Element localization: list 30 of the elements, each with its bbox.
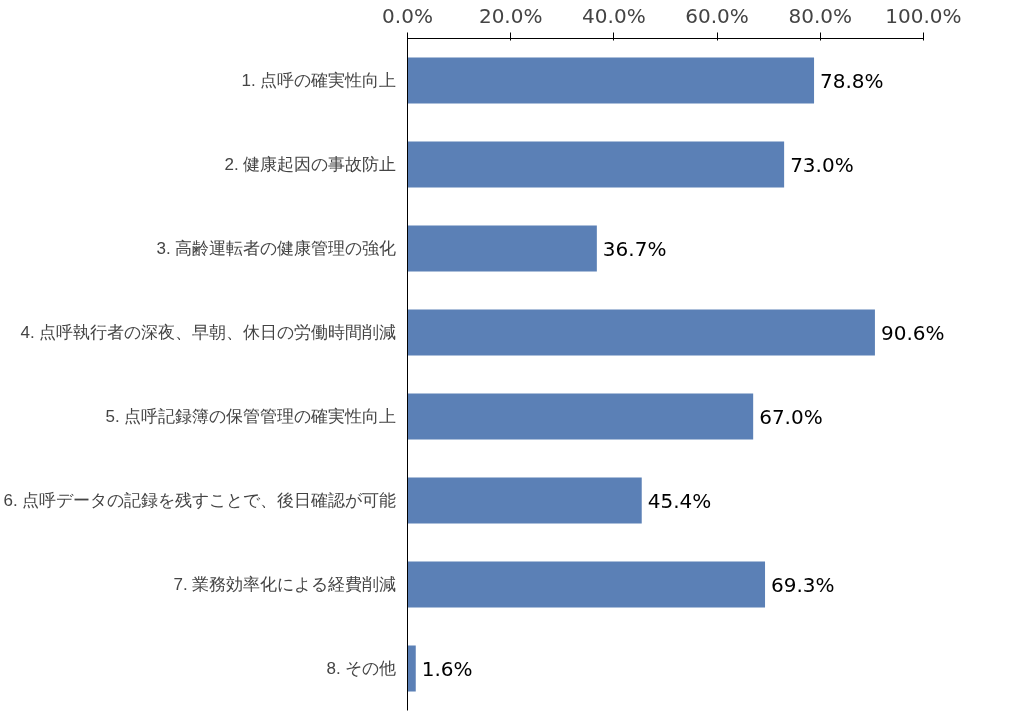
y-tick-label: 8. その他 bbox=[326, 659, 397, 678]
bar bbox=[407, 309, 875, 356]
x-tick-label: 20.0% bbox=[478, 3, 543, 28]
y-tick-label: 2. 健康起因の事故防止 bbox=[224, 155, 397, 174]
y-tick-label: 5. 点呼記録簿の保管管理の確実性向上 bbox=[105, 407, 397, 426]
data-label: 69.3% bbox=[771, 572, 835, 597]
bar bbox=[407, 561, 766, 608]
y-tick-label: 3. 高齢運転者の健康管理の強化 bbox=[156, 239, 397, 258]
x-tick-label: 80.0% bbox=[788, 3, 853, 28]
data-label: 1.6% bbox=[421, 656, 473, 681]
data-label: 90.6% bbox=[880, 320, 945, 345]
data-label: 67.0% bbox=[759, 404, 823, 429]
data-label: 73.0% bbox=[790, 152, 854, 177]
y-tick-label: 6. 点呼データの記録を残すことで、後日確認が可能 bbox=[3, 491, 397, 510]
x-tick-label: 60.0% bbox=[685, 3, 749, 28]
x-tick-label: 40.0% bbox=[582, 3, 646, 28]
data-label: 45.4% bbox=[647, 488, 712, 513]
x-tick-label: 100.0% bbox=[885, 3, 962, 28]
bar bbox=[407, 645, 416, 692]
data-label: 36.7% bbox=[602, 236, 667, 261]
bar bbox=[407, 477, 642, 524]
x-tick-label: 0.0% bbox=[382, 3, 433, 28]
bar bbox=[407, 141, 785, 188]
y-tick-label: 4. 点呼執行者の深夜、早朝、休日の労働時間削減 bbox=[20, 323, 397, 342]
bar bbox=[407, 393, 754, 440]
y-tick-label: 7. 業務効率化による経費削減 bbox=[173, 575, 397, 594]
bar bbox=[407, 225, 597, 272]
data-label: 78.8% bbox=[820, 68, 884, 93]
y-tick-label: 1. 点呼の確実性向上 bbox=[241, 71, 397, 90]
bar bbox=[407, 57, 815, 104]
